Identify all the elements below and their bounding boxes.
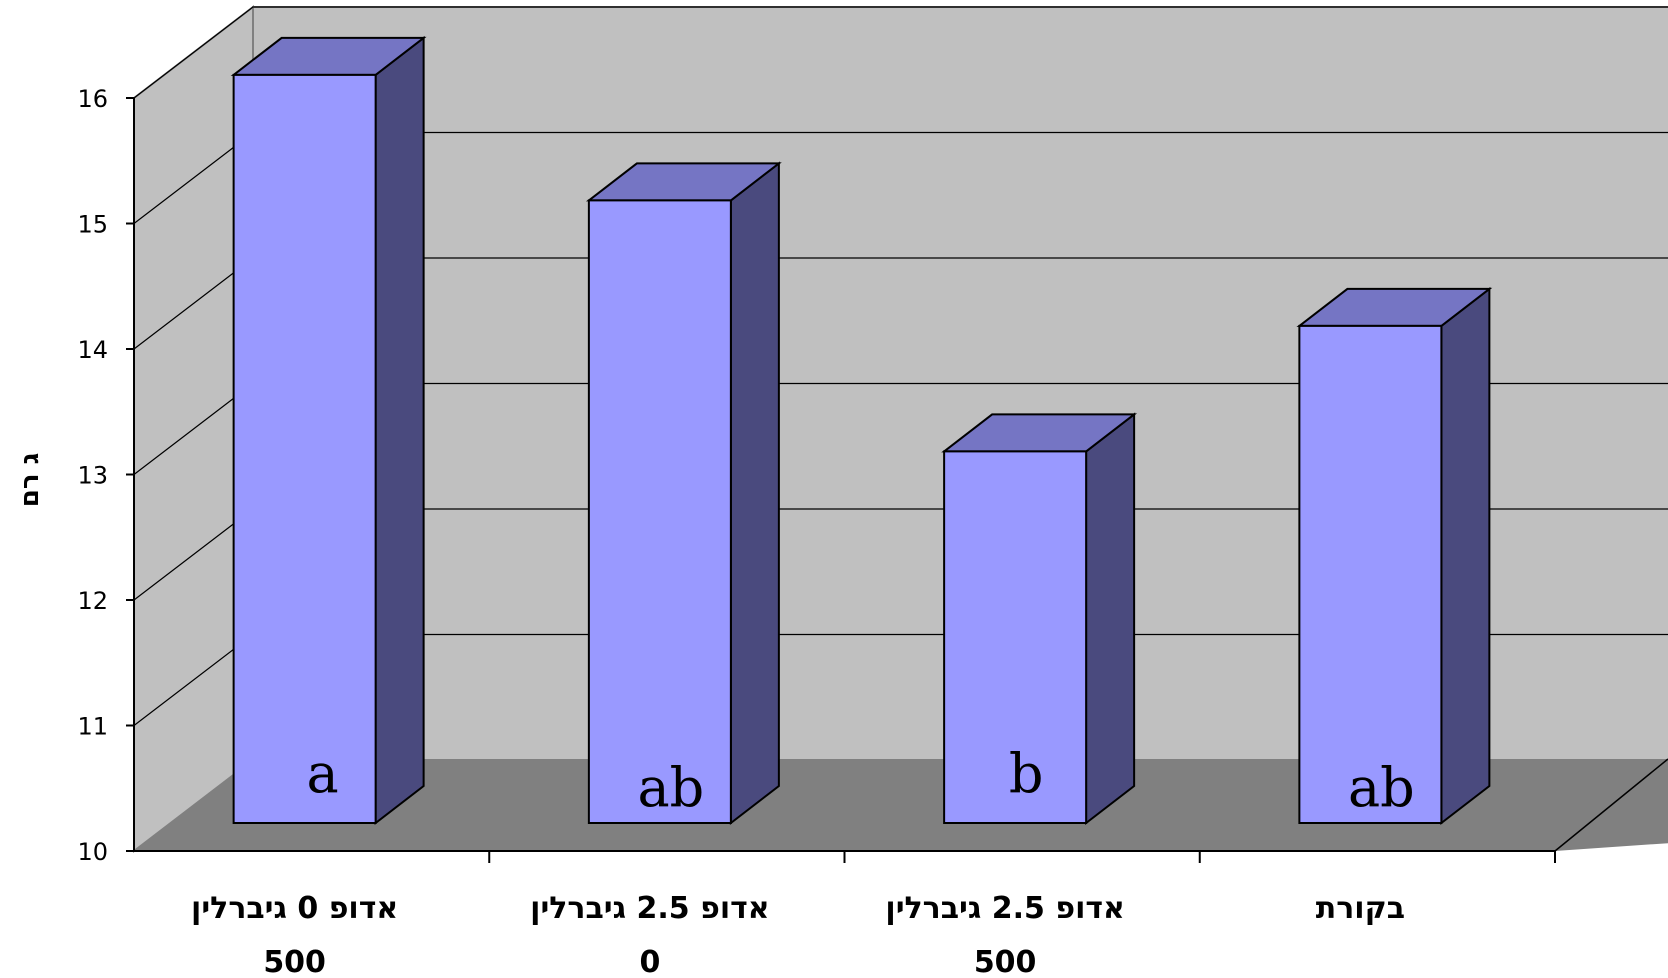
bars: a ab b ab [230,35,1493,826]
gridline [133,6,1668,99]
y-tick-label: 10 [77,838,108,866]
x-category-label: אדופ 2.5 גיברלין [885,891,1124,926]
bar-front-face [587,199,732,824]
bar-data-label: b [1009,742,1044,805]
floor-plane [134,760,1668,851]
bar-1: a [230,35,427,826]
x-category-labels: אדופ 0 גיברלין 500 אדופ 2.5 גיברלין 0 אדופ 2… [191,891,1405,978]
bar-front-face [943,450,1088,824]
y-tick-label: 13 [77,462,108,490]
bar-side-face [374,35,425,826]
x-category-label: 0 [639,945,660,978]
bar-side-face [1440,286,1491,826]
x-category-label: בקורת [1316,891,1405,926]
bar-data-label: a [307,742,339,805]
bar-side-face [1085,412,1136,826]
bar-data-label: ab [637,756,704,819]
bar-3: b [941,412,1138,826]
y-axis-title: ג רם [15,453,45,507]
x-category-label: 500 [974,945,1037,978]
x-category-label: אדופ 2.5 גיברלין [530,891,769,926]
y-tick-label: 11 [77,713,108,741]
floor-edge [1554,758,1668,852]
y-tick-label: 14 [77,336,108,364]
chart-floor [134,760,1668,851]
bar-4: ab [1296,286,1493,826]
y-tick-label: 15 [77,211,108,239]
y-tick-labels: 10 11 12 13 14 15 16 [77,85,108,866]
x-category-label: אדופ 0 גיברלין [191,891,398,926]
y-tick-label: 16 [77,85,108,113]
bar-2: ab [585,161,782,826]
bar-front-face [232,73,377,824]
bar-data-label: ab [1348,756,1415,819]
axes [126,97,1668,863]
x-category-label: 500 [263,945,326,978]
y-tick-label: 12 [77,587,108,615]
bar-front-face [1298,324,1443,824]
bar-side-face [729,161,780,826]
